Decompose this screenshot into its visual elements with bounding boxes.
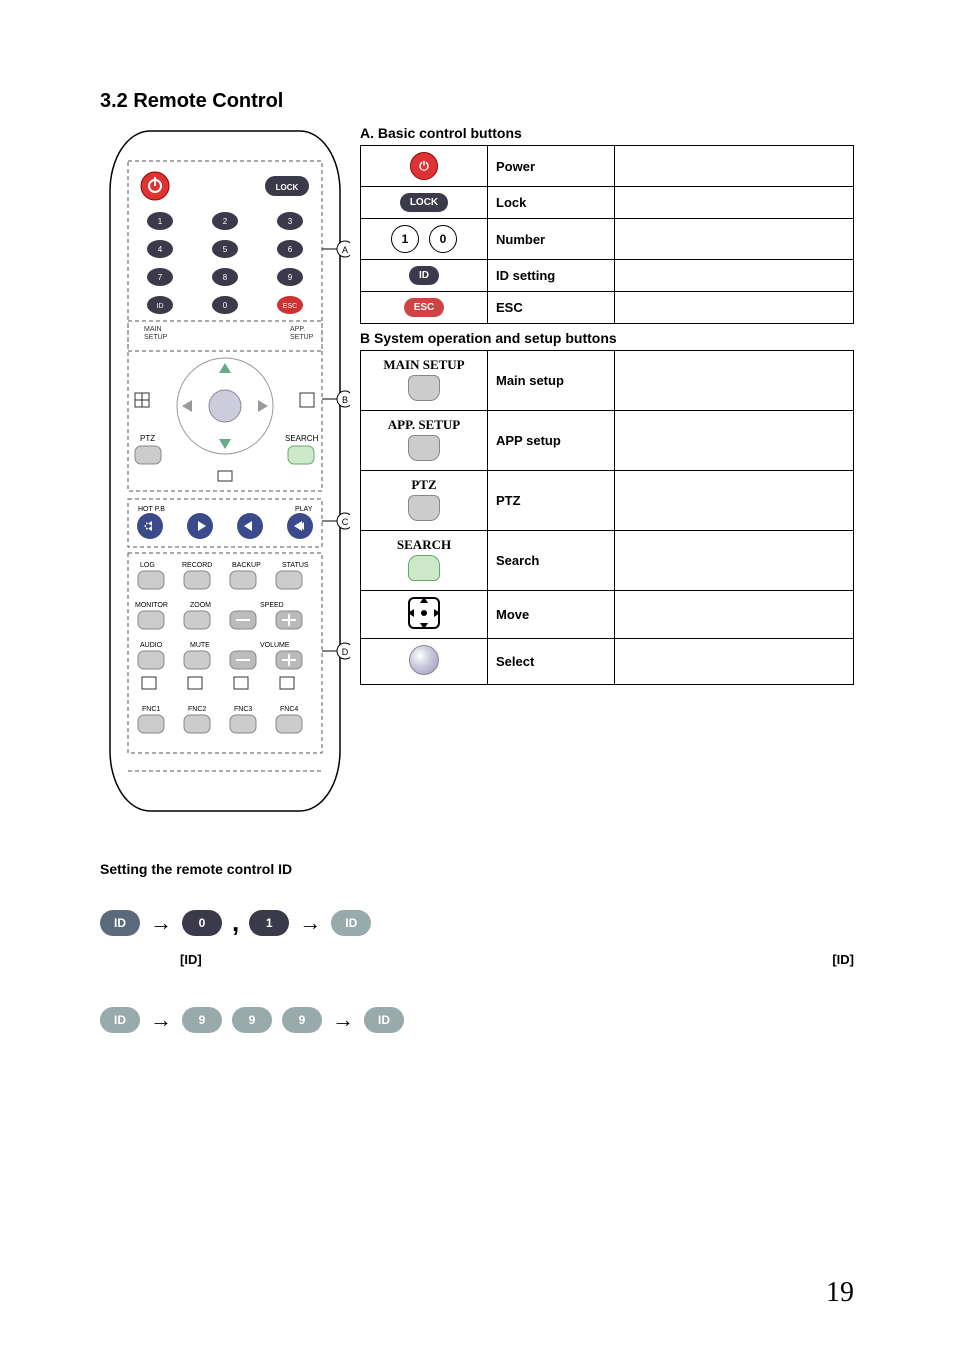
svg-text:SEARCH: SEARCH (285, 434, 319, 443)
svg-text:5: 5 (223, 245, 228, 254)
table-row: 1 0 Number (361, 219, 854, 260)
svg-text:9: 9 (288, 273, 293, 282)
svg-text:FNC4: FNC4 (280, 706, 298, 713)
svg-text:MAIN: MAIN (144, 326, 162, 333)
svg-text:1: 1 (158, 217, 163, 226)
num-button-icon: 1 (249, 910, 289, 936)
svg-text:ZOOM: ZOOM (190, 602, 211, 609)
svg-text:A: A (342, 245, 348, 255)
id-button-icon: ID (331, 910, 371, 936)
label-cell: Select (488, 639, 615, 685)
label-cell: ID setting (488, 260, 615, 292)
id-button-icon: ID (100, 1007, 140, 1033)
search-icon (408, 555, 440, 581)
label-cell: Number (488, 219, 615, 260)
svg-text:ID: ID (157, 303, 164, 310)
table-row: Select (361, 639, 854, 685)
setting-remote-id-heading: Setting the remote control ID (100, 861, 854, 877)
svg-text:LOCK: LOCK (276, 183, 299, 192)
number-icon: 1 0 (391, 225, 457, 253)
table-row: ESC ESC (361, 292, 854, 324)
svg-text:3: 3 (288, 217, 293, 226)
svg-text:RECORD: RECORD (182, 562, 212, 569)
svg-text:AUDIO: AUDIO (140, 642, 163, 649)
select-icon (409, 645, 439, 675)
table-row: PTZ PTZ (361, 471, 854, 531)
label-cell: PTZ (488, 471, 615, 531)
svg-text:VOLUME: VOLUME (260, 642, 290, 649)
svg-text:SETUP: SETUP (144, 334, 168, 341)
svg-text:BACKUP: BACKUP (232, 562, 261, 569)
svg-text:FNC1: FNC1 (142, 706, 160, 713)
id-sequence-2: ID → 9 9 9 → ID (100, 1007, 854, 1033)
main-setup-icon (408, 375, 440, 401)
num-button-icon: 9 (282, 1007, 322, 1033)
section-title: 3.2 Remote Control (100, 90, 854, 113)
remote-diagram: LOCK 1 2 3 4 5 6 7 8 9 ID 0 ESC MAIN SE (100, 121, 350, 826)
arrow-icon: → (299, 910, 321, 936)
id-sequence-1: ID → 0 , 1 → ID (100, 907, 854, 938)
svg-text:0: 0 (223, 301, 228, 310)
label-cell: ESC (488, 292, 615, 324)
id-button-icon: ID (100, 910, 140, 936)
power-icon: ⏻ (410, 152, 438, 180)
svg-text:8: 8 (223, 273, 228, 282)
svg-text:SETUP: SETUP (290, 334, 314, 341)
label-cell: Search (488, 531, 615, 591)
ptz-icon (408, 495, 440, 521)
id-button-icon: ID (364, 1007, 404, 1033)
svg-text:D: D (342, 647, 349, 657)
label-cell: Move (488, 591, 615, 639)
num-button-icon: 9 (232, 1007, 272, 1033)
svg-text:MONITOR: MONITOR (135, 602, 168, 609)
table-b-heading: B System operation and setup buttons (360, 330, 854, 346)
svg-text:STATUS: STATUS (282, 562, 309, 569)
num-button-icon: 9 (182, 1007, 222, 1033)
label-cell: Power (488, 146, 615, 187)
table-row: SEARCH Search (361, 531, 854, 591)
table-row: ID ID setting (361, 260, 854, 292)
svg-text:4: 4 (158, 245, 163, 254)
svg-text:HOT P.B: HOT P.B (138, 506, 165, 513)
id-labels-row: [ID] [ID] (100, 952, 854, 967)
lock-icon: LOCK (400, 193, 448, 212)
id-icon: ID (409, 266, 439, 285)
svg-text:6: 6 (288, 245, 293, 254)
app-setup-icon (408, 435, 440, 461)
svg-text:PTZ: PTZ (140, 434, 155, 443)
table-row: APP. SETUP APP setup (361, 411, 854, 471)
id-label-right: [ID] (832, 952, 854, 967)
svg-text:C: C (342, 517, 349, 527)
comma: , (232, 907, 239, 938)
svg-text:APP.: APP. (290, 326, 305, 333)
arrow-icon: → (150, 1007, 172, 1033)
svg-text:ESC: ESC (283, 303, 297, 310)
svg-text:SPEED: SPEED (260, 602, 284, 609)
svg-text:B: B (342, 395, 348, 405)
svg-text:LOG: LOG (140, 562, 155, 569)
table-a-heading: A. Basic control buttons (360, 125, 854, 141)
svg-text:MUTE: MUTE (190, 642, 210, 649)
label-cell: Main setup (488, 351, 615, 411)
arrow-icon: → (332, 1007, 354, 1033)
svg-text:7: 7 (158, 273, 163, 282)
esc-icon: ESC (404, 298, 445, 317)
table-b: MAIN SETUP Main setup APP. SETUP APP set… (360, 350, 854, 685)
svg-text:FNC2: FNC2 (188, 706, 206, 713)
label-cell: Lock (488, 187, 615, 219)
label-cell: APP setup (488, 411, 615, 471)
num-button-icon: 0 (182, 910, 222, 936)
table-row: MAIN SETUP Main setup (361, 351, 854, 411)
svg-text:PLAY: PLAY (295, 506, 313, 513)
id-label-left: [ID] (180, 952, 202, 967)
table-row: LOCK Lock (361, 187, 854, 219)
page-number: 19 (826, 1277, 854, 1309)
svg-text:2: 2 (223, 217, 228, 226)
table-row: ⏻ Power (361, 146, 854, 187)
svg-text:FNC3: FNC3 (234, 706, 252, 713)
move-icon (408, 597, 440, 629)
table-row: Move (361, 591, 854, 639)
arrow-icon: → (150, 910, 172, 936)
table-a: ⏻ Power LOCK Lock 1 0 Numb (360, 145, 854, 324)
